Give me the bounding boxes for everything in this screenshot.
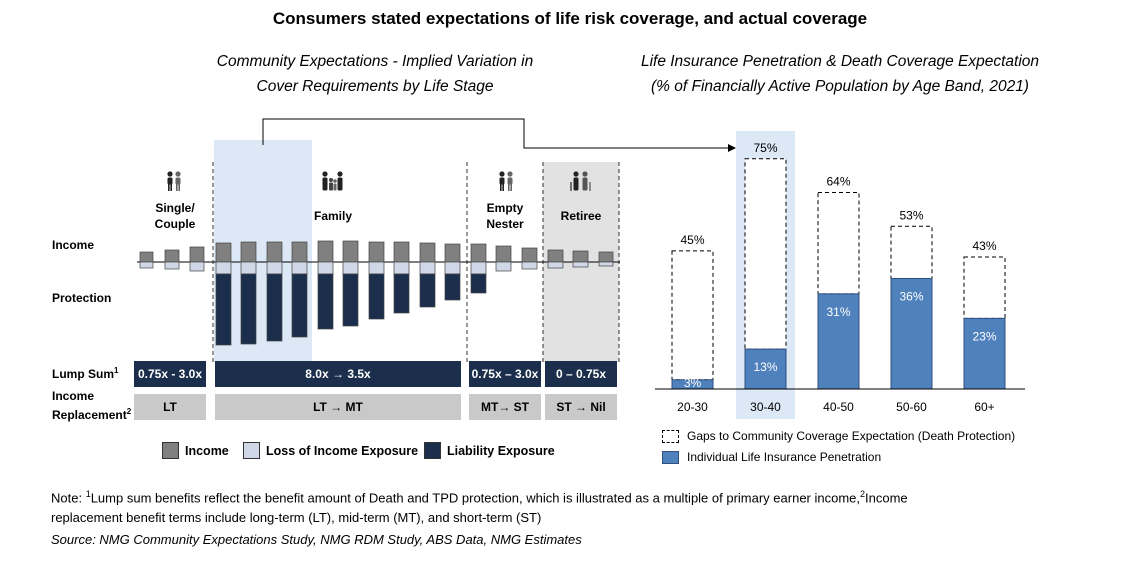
stage-retiree-label: Retiree — [560, 209, 602, 223]
gap-bar-40-50 — [817, 192, 860, 295]
left-title-line2: Cover Requirements by Life Stage — [256, 78, 494, 95]
penetration-bar-60+ — [963, 317, 1006, 390]
lump-sum-band-single: 0.75x - 3.0x — [134, 361, 206, 387]
penetration-label-50-60: 36% — [899, 289, 923, 303]
lump-sum-band-empty-nester: 0.75x – 3.0x — [469, 361, 541, 387]
row-label-income-replacement: Income Replacement2 — [52, 389, 132, 422]
gap-bar-30-40 — [744, 158, 787, 350]
replacement-band-empty-nester: MT→ ST — [469, 394, 541, 420]
total-label-50-60: 53% — [899, 208, 923, 222]
couple-icon — [499, 171, 513, 191]
penetration-label-60+: 23% — [972, 329, 996, 343]
footnote: Note: 1Lump sum benefits reflect the ben… — [51, 489, 908, 526]
category-label-60+: 60+ — [974, 400, 994, 414]
gap-bar-50-60 — [890, 225, 933, 279]
right-panel-title: Life Insurance Penetration & Death Cover… — [610, 49, 1070, 99]
penetration-bar-30-40 — [744, 348, 787, 390]
family-stage-bars — [215, 240, 461, 346]
right-title-line2: (% of Financially Active Population by A… — [651, 78, 1029, 95]
connector-arrow-line — [262, 118, 728, 149]
gap-bar-60+ — [963, 256, 1006, 319]
single-stage-bars — [139, 246, 205, 272]
penetration-bar-50-60 — [890, 277, 933, 390]
legend-income: Income — [162, 442, 229, 459]
row-label-income: Income — [52, 238, 95, 252]
row-label-protection: Protection — [52, 291, 112, 305]
legend-swatch-income — [162, 442, 179, 459]
lump-sum-band-family: 8.0x → 3.5x — [215, 361, 461, 387]
category-label-50-60: 50-60 — [896, 400, 927, 414]
legend-liability: Liability Exposure — [424, 442, 555, 459]
family-icon — [322, 171, 343, 191]
category-label-40-50: 40-50 — [823, 400, 854, 414]
left-panel-title: Community Expectations - Implied Variati… — [150, 49, 600, 99]
replacement-band-single: LT — [134, 394, 206, 420]
empty-nester-stage-bars — [470, 243, 538, 294]
source-note: Source: NMG Community Expectations Study… — [51, 532, 582, 547]
stage-empty-nester-label: Empty Nester — [486, 201, 524, 231]
penetration-bar-40-50 — [817, 293, 860, 390]
category-label-20-30: 20-30 — [677, 400, 708, 414]
replacement-band-family: LT → MT — [215, 394, 461, 420]
legend-swatch-loss-of-income — [243, 442, 260, 459]
figure-title: Consumers stated expectations of life ri… — [272, 9, 868, 28]
right-title-line1: Life Insurance Penetration & Death Cover… — [640, 53, 1040, 70]
stage-single-couple-label: Single/ Couple — [154, 201, 196, 231]
penetration-label-30-40: 13% — [753, 360, 777, 374]
row-label-lump-sum: Lump Sum1 — [52, 366, 119, 381]
total-label-20-30: 45% — [680, 233, 704, 247]
replacement-band-retiree: ST → Nil — [545, 394, 617, 420]
legend-gap: Gaps to Community Coverage Expectation (… — [662, 429, 1015, 443]
gap-bar-20-30 — [671, 250, 714, 381]
couple-icon — [167, 171, 181, 191]
legend-swatch-penetration — [662, 450, 679, 464]
category-label-30-40: 30-40 — [750, 400, 781, 414]
penetration-label-40-50: 31% — [826, 305, 850, 319]
left-title-line1: Community Expectations - Implied Variati… — [216, 53, 534, 70]
penetration-label-20-30: 3% — [684, 376, 702, 390]
retiree-stage-bars — [547, 249, 614, 269]
legend-swatch-gap — [662, 429, 679, 443]
total-label-30-40: 75% — [753, 141, 777, 155]
legend-penetration: Individual Life Insurance Penetration — [662, 450, 881, 464]
total-label-60+: 43% — [972, 239, 996, 253]
lump-sum-band-retiree: 0 – 0.75x — [545, 361, 617, 387]
stage-family-label: Family — [313, 209, 352, 223]
legend-loss-of-income: Loss of Income Exposure — [243, 442, 418, 459]
total-label-40-50: 64% — [826, 175, 850, 189]
connector-arrow-head — [728, 144, 736, 152]
legend-swatch-liability — [424, 442, 441, 459]
elderly-couple-icon — [570, 171, 591, 191]
